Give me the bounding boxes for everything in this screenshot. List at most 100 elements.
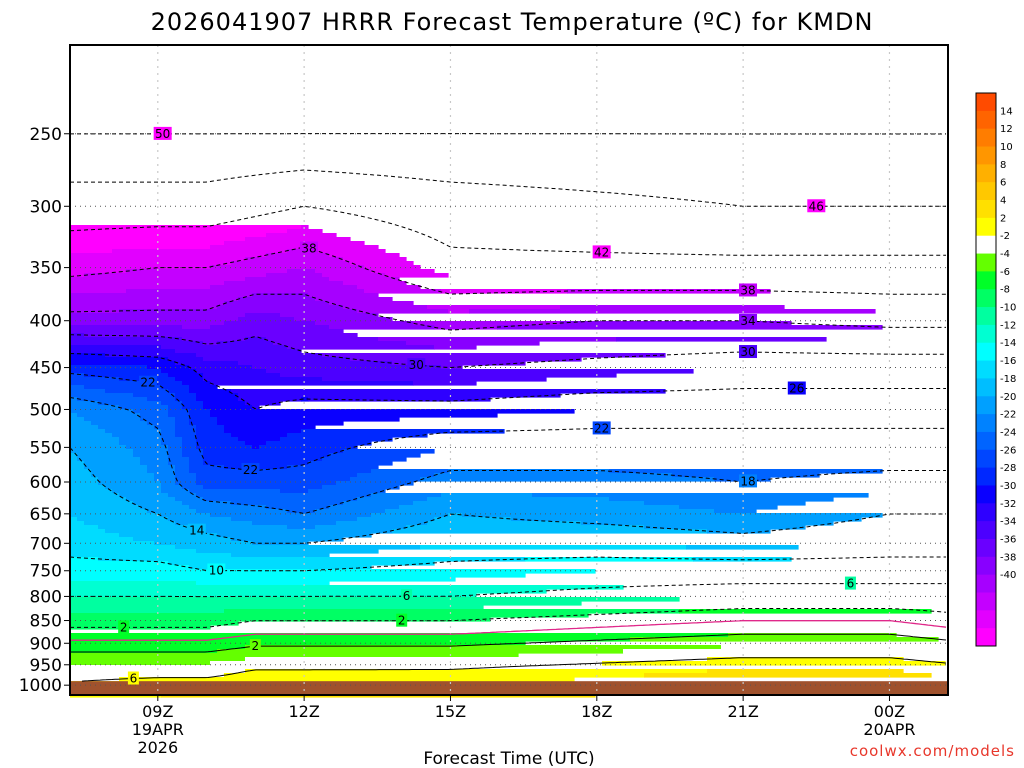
- x-tick-label: 09Z: [142, 702, 173, 721]
- temperature-cell: [189, 413, 211, 418]
- colorbar-swatch: [976, 414, 996, 433]
- temperature-cell: [392, 529, 708, 534]
- temperature-cell: [343, 501, 414, 506]
- temperature-cell: [70, 281, 225, 286]
- temperature-cell: [434, 325, 498, 330]
- temperature-cell: [133, 393, 176, 398]
- temperature-cell: [511, 517, 862, 522]
- temperature-cell: [420, 477, 715, 482]
- temperature-cell: [315, 509, 386, 514]
- temperature-cell: [70, 593, 477, 598]
- colorbar-swatch: [976, 200, 996, 219]
- contour-label-text: 6: [130, 672, 138, 686]
- temperature-cell: [707, 669, 904, 674]
- temperature-cell: [70, 325, 183, 330]
- temperature-cell: [329, 505, 400, 510]
- temperature-cell: [147, 397, 176, 402]
- temperature-cell: [196, 481, 337, 486]
- temperature-cell: [238, 397, 302, 402]
- temperature-cell: [161, 513, 211, 518]
- temperature-cell: [70, 573, 526, 578]
- temperature-cell: [182, 449, 204, 454]
- temperature-cell: [175, 417, 190, 422]
- temperature-cell: [70, 529, 106, 534]
- temperature-cell: [287, 269, 316, 274]
- temperature-cell: [70, 409, 134, 414]
- contour-label: 22: [139, 375, 158, 390]
- temperature-cell: [203, 341, 218, 346]
- temperature-cell: [70, 225, 302, 230]
- temperature-cell: [77, 397, 148, 402]
- temperature-cell: [84, 373, 169, 378]
- temperature-cell: [70, 433, 113, 438]
- temperature-cell: [280, 437, 393, 442]
- temperature-cell: [644, 673, 932, 678]
- temperature-cell: [98, 425, 155, 430]
- temperature-cell: [84, 333, 358, 338]
- isotherm-line: [70, 633, 947, 653]
- temperature-cell: [287, 509, 316, 514]
- temperature-cell: [70, 421, 92, 426]
- temperature-cell: [609, 497, 834, 502]
- temperature-cell: [84, 465, 148, 470]
- contour-label-bg: [207, 563, 226, 577]
- temperature-cell: [217, 341, 274, 346]
- colorbar-label: -24: [1000, 427, 1016, 438]
- contour-label-bg: [401, 589, 413, 603]
- colorbar-swatch: [976, 93, 996, 112]
- temperature-cell: [224, 673, 645, 678]
- temperature-cell: [203, 377, 323, 382]
- temperature-cell: [161, 433, 176, 438]
- temperature-cell: [217, 421, 344, 426]
- temperature-cell: [70, 617, 491, 622]
- temperature-cell: [119, 405, 169, 410]
- temperature-cell: [70, 613, 589, 618]
- temperature-cell: [189, 565, 372, 570]
- temperature-cell: [147, 465, 176, 470]
- temperature-cell: [182, 437, 197, 442]
- colorbar-swatch: [976, 217, 996, 237]
- temperature-cell: [175, 429, 197, 434]
- temperature-cell: [280, 313, 379, 318]
- contour-label-text: 6: [403, 589, 411, 603]
- x-tick-label: 19APR: [132, 720, 184, 739]
- temperature-cell: [175, 349, 302, 354]
- temperature-cell: [252, 405, 260, 410]
- temperature-cell: [231, 389, 666, 394]
- temperature-cell: [231, 553, 330, 558]
- colorbar-swatch: [976, 449, 996, 469]
- temperature-cell: [168, 453, 183, 458]
- temperature-cell: [91, 473, 155, 478]
- temperature-cell: [210, 325, 330, 330]
- temperature-cell: [560, 305, 785, 310]
- temperature-cell: [203, 373, 281, 378]
- colorbar: 14 12 10 8 6 4 2 -2 -4 -6 -8 -10 -12 -14 -16 -18 -20 -22 -…: [975, 92, 1016, 647]
- contour-label-bg: [396, 613, 408, 627]
- temperature-cell: [175, 481, 197, 486]
- temperature-cell: [630, 637, 939, 642]
- temperature-cell: [434, 345, 477, 350]
- temperature-cell: [70, 237, 246, 242]
- contour-label-text: 6: [847, 577, 855, 591]
- contour-label-text: 38: [301, 242, 316, 256]
- temperature-cell: [70, 509, 148, 514]
- temperature-cell: [406, 525, 645, 530]
- colorbar-swatch: [976, 628, 996, 647]
- temperature-cell: [133, 409, 169, 414]
- temperature-cell: [231, 433, 288, 438]
- temperature-cell: [119, 677, 575, 682]
- contour-label: 6: [127, 671, 139, 686]
- temperature-cell: [91, 421, 148, 426]
- temperature-cell: [70, 481, 99, 486]
- temperature-cell: [707, 657, 904, 662]
- y-tick-label: 300: [30, 197, 62, 217]
- temperature-cell: [266, 337, 379, 342]
- contour-label-bg: [739, 474, 758, 488]
- temperature-cell: [182, 441, 197, 446]
- colorbar-swatch: [976, 164, 996, 183]
- contour-label-bg: [739, 283, 758, 297]
- temperature-cell: [126, 269, 288, 274]
- temperature-cell: [161, 441, 183, 446]
- colorbar-swatch: [976, 271, 996, 290]
